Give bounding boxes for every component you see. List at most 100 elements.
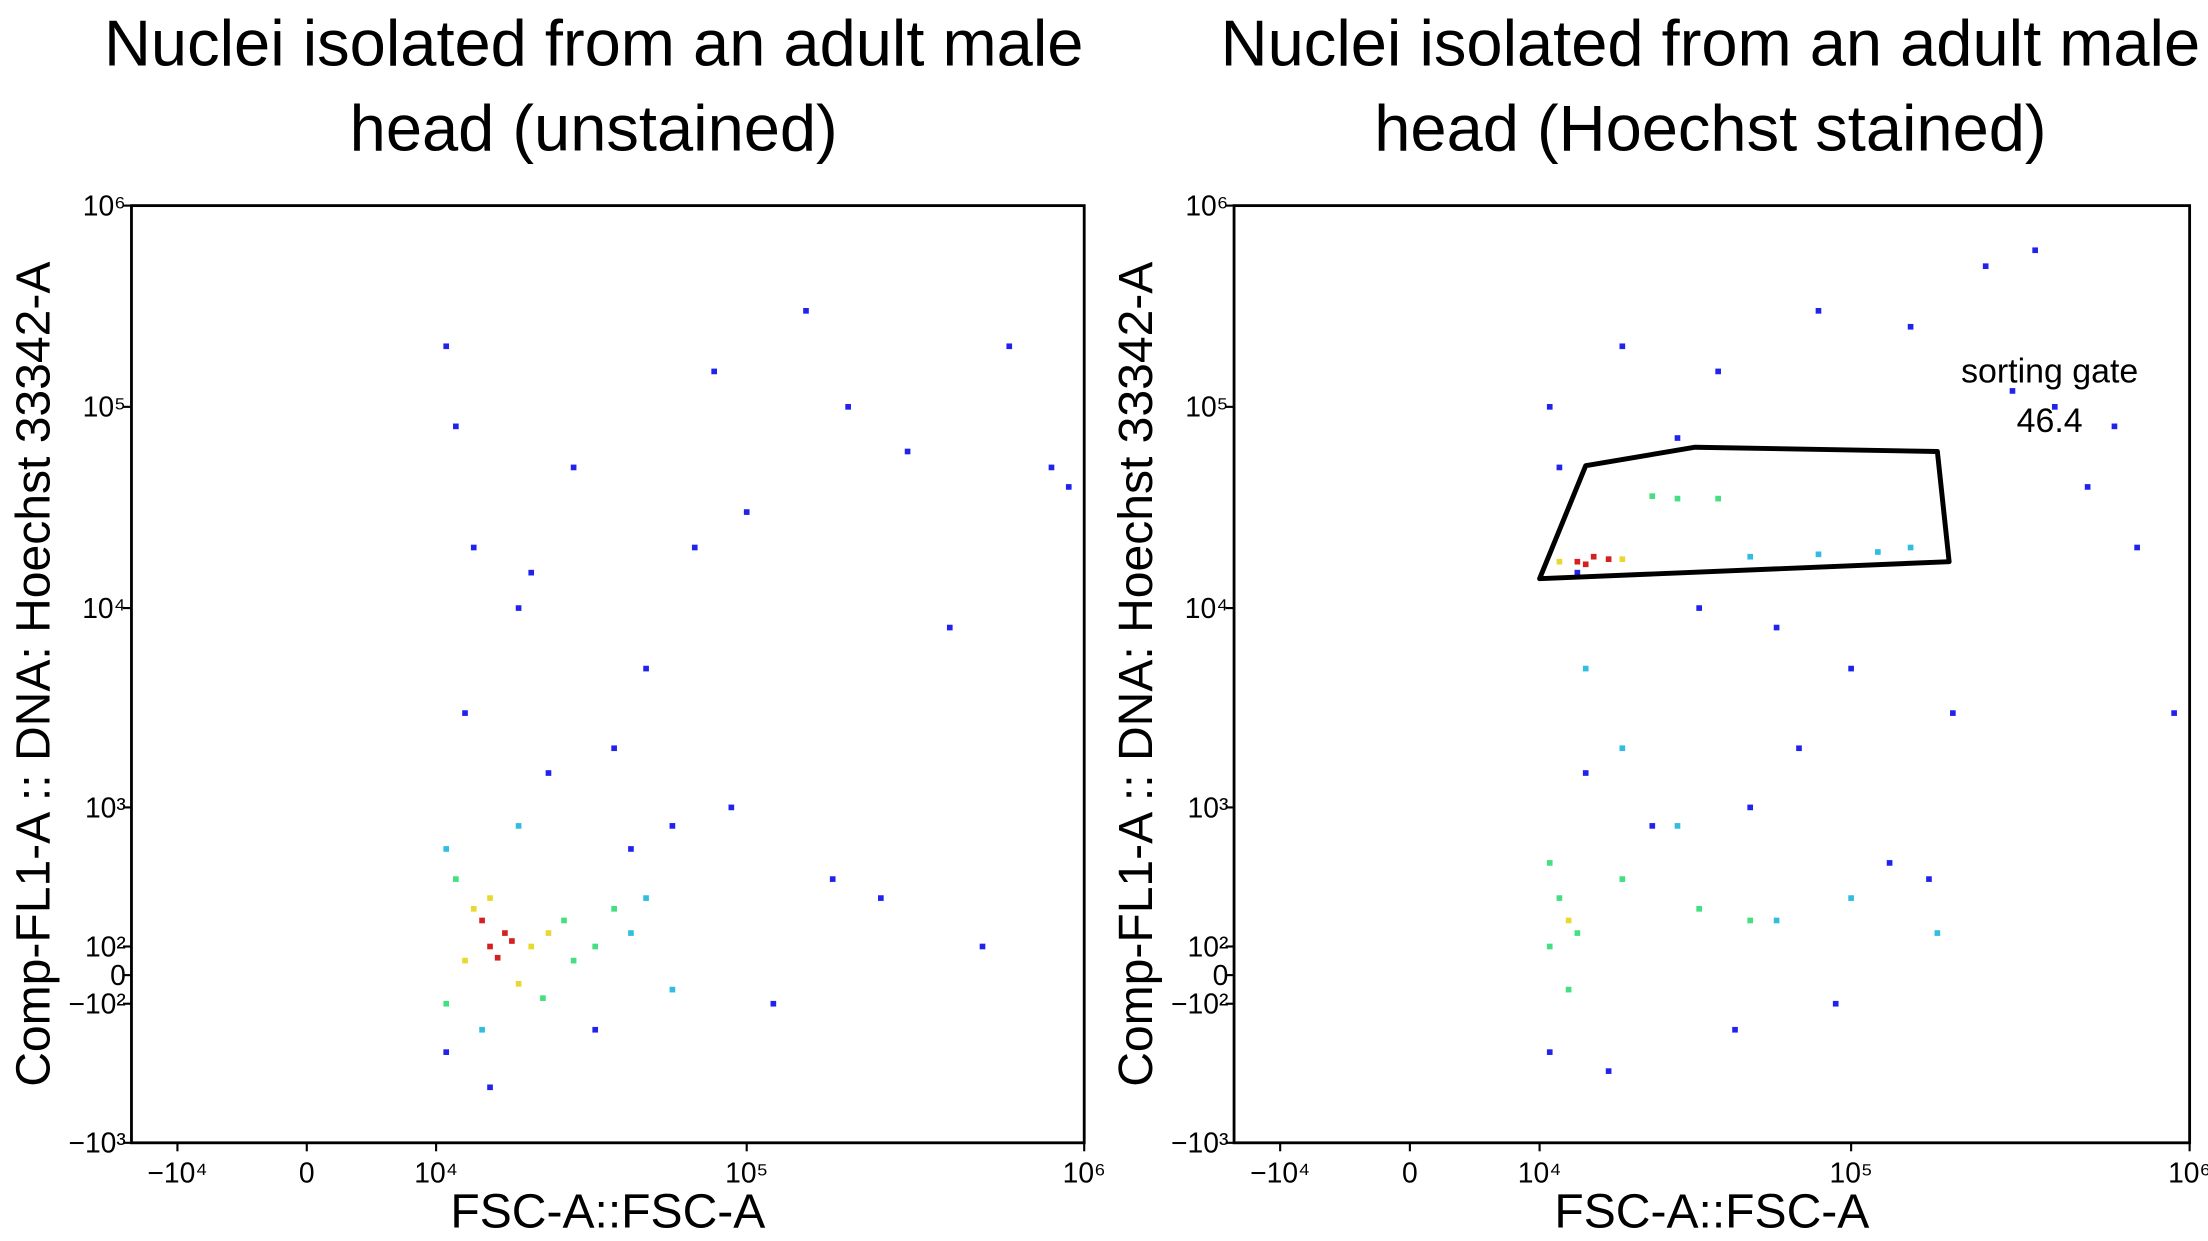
point — [1715, 495, 1721, 502]
point — [1582, 665, 1589, 672]
point — [1982, 263, 1989, 270]
point — [2032, 247, 2038, 254]
point — [2009, 388, 2016, 394]
point — [1546, 1049, 1553, 1055]
point — [829, 876, 836, 882]
point — [1815, 551, 1822, 558]
point — [669, 823, 676, 829]
point — [711, 368, 717, 375]
point — [545, 770, 552, 776]
x-tick-label: 10⁶ — [2168, 1156, 2208, 1188]
point — [515, 605, 522, 611]
point — [443, 343, 450, 350]
point — [643, 665, 649, 672]
plot-frame — [130, 204, 1086, 1145]
points — [1546, 247, 2177, 1074]
point — [1065, 484, 1072, 490]
point — [1565, 986, 1572, 993]
x-tick-label: 10⁴ — [1518, 1156, 1562, 1188]
point — [611, 745, 617, 752]
point — [878, 895, 884, 901]
point — [570, 957, 577, 964]
x-tick-label: 0 — [299, 1156, 315, 1188]
point — [904, 448, 911, 455]
point — [611, 905, 617, 912]
point — [1696, 905, 1702, 912]
point — [462, 957, 468, 964]
point — [1574, 930, 1581, 936]
y-axis-label: Comp-FL1-A :: DNA: Hoechst 33342-A — [1109, 262, 1163, 1087]
point — [545, 930, 552, 936]
y-axis-label: Comp-FL1-A :: DNA: Hoechst 33342-A — [6, 262, 60, 1087]
point — [1747, 553, 1754, 560]
point — [628, 930, 634, 936]
point — [1619, 343, 1626, 350]
point — [1674, 823, 1681, 829]
point — [691, 544, 698, 551]
x-tick-label: −10⁴ — [147, 1156, 207, 1188]
point — [453, 876, 459, 882]
point — [1546, 943, 1553, 950]
point — [946, 624, 953, 631]
x-axis-label: FSC-A::FSC-A — [450, 1185, 765, 1239]
point — [1907, 323, 1914, 330]
point — [453, 423, 459, 430]
point — [770, 1000, 777, 1007]
point — [1546, 404, 1553, 410]
chart-title-box: Nuclei isolated from an adult male head … — [1221, 6, 2200, 164]
y-tick-label: 10³ — [85, 791, 126, 823]
point — [487, 943, 493, 950]
point — [528, 569, 535, 576]
point — [1649, 493, 1656, 499]
point — [470, 544, 477, 551]
point — [669, 986, 676, 993]
point — [487, 1084, 493, 1091]
point — [1556, 464, 1563, 471]
point — [1875, 549, 1881, 555]
point — [1907, 544, 1914, 551]
y-tick-label: 0 — [1213, 959, 1229, 991]
point — [487, 895, 493, 901]
point — [845, 404, 851, 410]
point — [2084, 484, 2091, 490]
point — [540, 995, 546, 1001]
point — [1886, 860, 1893, 866]
point — [1747, 917, 1754, 924]
point — [979, 943, 986, 950]
point — [1848, 895, 1854, 901]
point — [1649, 823, 1656, 829]
point — [1574, 569, 1581, 576]
x-axis-label: FSC-A::FSC-A — [1554, 1185, 1869, 1239]
point — [628, 846, 634, 852]
gate-value: 46.4 — [2017, 402, 2083, 440]
point — [509, 938, 515, 944]
point — [1556, 558, 1563, 565]
point — [1848, 665, 1854, 672]
point — [592, 1026, 599, 1033]
x-tick-label: 0 — [1402, 1156, 1418, 1188]
point — [443, 846, 450, 852]
y-tick-label: 10² — [1188, 930, 1229, 962]
point — [1674, 435, 1681, 441]
y-tick-label: 10⁵ — [1185, 391, 1228, 423]
gate-label: sorting gate — [1961, 352, 2138, 390]
point — [1605, 1068, 1612, 1074]
point — [494, 954, 501, 961]
point — [1674, 495, 1681, 502]
y-tick-label: −10² — [68, 988, 125, 1020]
y-tick-label: 0 — [110, 959, 126, 991]
y-tick-label: 10⁴ — [1185, 592, 1229, 624]
point — [1773, 917, 1780, 924]
plot-frame — [1232, 204, 2192, 1145]
point — [1926, 876, 1932, 882]
point — [2051, 404, 2058, 410]
point — [1773, 624, 1780, 631]
point — [2134, 544, 2140, 551]
point — [1832, 1000, 1839, 1007]
y-tick-label: −10³ — [68, 1127, 125, 1159]
point — [2171, 710, 2177, 716]
point — [1815, 308, 1822, 314]
point — [462, 710, 468, 716]
point — [743, 509, 750, 515]
